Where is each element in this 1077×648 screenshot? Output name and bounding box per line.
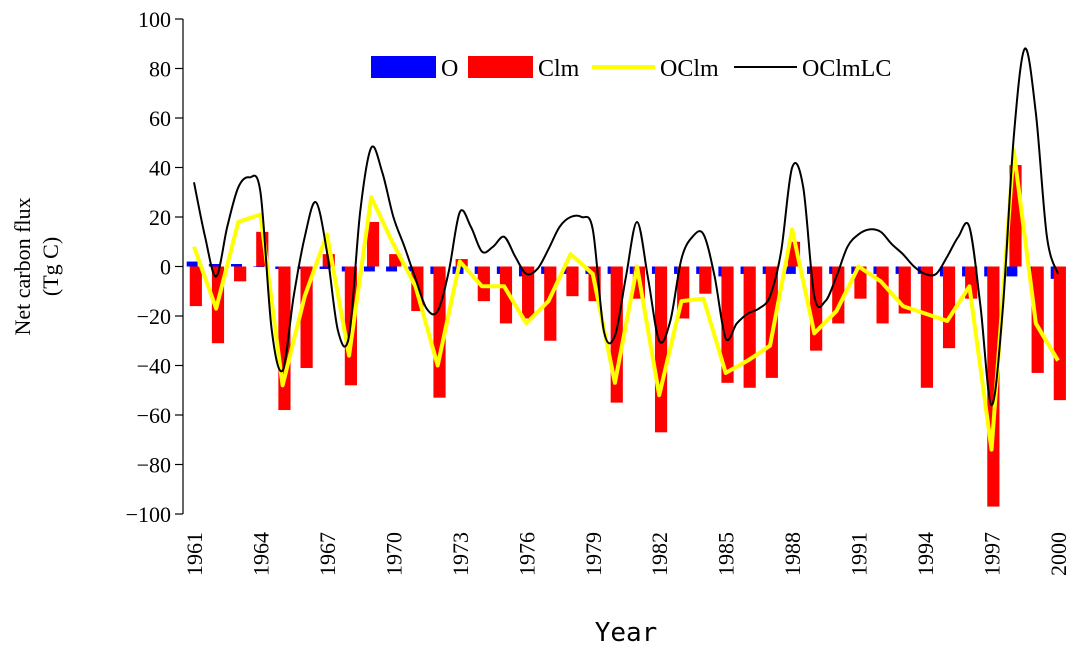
series-line-oclmlc (193, 47, 1059, 407)
y-tick-label: −20 (137, 304, 171, 329)
bar-clm (743, 266, 756, 388)
y-axis-title: Net carbon flux (Tg C) (10, 197, 63, 335)
x-tick-label: 1970 (381, 532, 406, 576)
bar-clm (499, 266, 513, 324)
bar-o (784, 266, 796, 274)
bar-clm (920, 266, 933, 388)
x-tick-label: 1961 (182, 532, 207, 576)
legend: O Clm OClm OClmLC (371, 56, 891, 82)
bar-o (230, 264, 242, 267)
bar-clm (522, 266, 535, 319)
bar-clm (654, 266, 668, 433)
x-ticks: 1961 1964 1967 1970 1973 1976 1979 1982 1985 1988… (182, 532, 1071, 576)
bar-o (363, 266, 375, 272)
y-tick-label: 40 (149, 156, 171, 181)
x-tick-label: 1976 (514, 532, 539, 576)
bar-clm (699, 266, 712, 294)
x-tick-label: 1982 (647, 532, 672, 576)
y-tick-label: 100 (138, 7, 171, 32)
y-axis-title-line-2: (Tg C) (38, 237, 63, 296)
bar-clm (189, 266, 202, 307)
bar-clm (566, 266, 579, 297)
bar-o (253, 266, 265, 267)
y-axis-title-line-1: Net carbon flux (10, 197, 35, 335)
plot-area (186, 47, 1066, 507)
legend-label-o: O (441, 56, 458, 82)
y-tick-label: 60 (149, 106, 171, 131)
legend-swatch-o (371, 56, 436, 78)
bar-clm (942, 266, 956, 349)
bar-clm (477, 266, 490, 302)
bar-o (1006, 266, 1018, 277)
bar-o (186, 261, 198, 267)
legend-swatch-clm (468, 56, 533, 78)
y-ticks: −100 −80 −60 −40 −20 0 20 40 60 80 100 (126, 7, 183, 527)
bar-clm (234, 266, 247, 282)
x-tick-label: 1985 (714, 532, 739, 576)
bar-clm (854, 266, 867, 299)
x-axis-title: Year (595, 618, 658, 648)
x-tick-label: 1997 (980, 532, 1005, 576)
y-tick-label: −100 (126, 502, 171, 527)
y-tick-label: −60 (137, 403, 171, 428)
x-tick-label: 1994 (913, 532, 938, 576)
x-tick-label: 1967 (315, 532, 340, 576)
x-tick-label: 1988 (780, 532, 805, 576)
bar-clm (1053, 266, 1066, 401)
x-tick-label: 1991 (847, 532, 872, 576)
lines-layer (192, 47, 1060, 452)
bar-clm (366, 221, 380, 267)
bar-o (319, 266, 331, 269)
y-tick-label: 20 (149, 205, 171, 230)
x-tick-label: 1973 (448, 532, 473, 576)
x-tick-label: 1964 (248, 532, 273, 576)
x-tick-label: 2000 (1046, 532, 1071, 576)
series-line-oclm (192, 148, 1060, 452)
y-tick-label: −80 (137, 453, 171, 478)
bar-clm (1031, 266, 1044, 373)
bar-clm (765, 266, 778, 378)
y-tick-label: 0 (160, 255, 171, 280)
bar-clm (300, 266, 313, 368)
legend-label-oclmlc: OClmLC (802, 56, 891, 82)
bar-clm (721, 266, 734, 383)
legend-label-clm: Clm (538, 56, 580, 82)
bar-clm (876, 266, 889, 324)
bars-layer (186, 165, 1066, 507)
x-tick-label: 1979 (581, 532, 606, 576)
legend-label-oclm: OClm (660, 56, 719, 82)
bar-clm (544, 266, 557, 341)
y-tick-label: −40 (137, 354, 171, 379)
y-tick-label: 80 (149, 57, 171, 82)
bar-o (208, 264, 220, 267)
bar-o (386, 266, 398, 272)
